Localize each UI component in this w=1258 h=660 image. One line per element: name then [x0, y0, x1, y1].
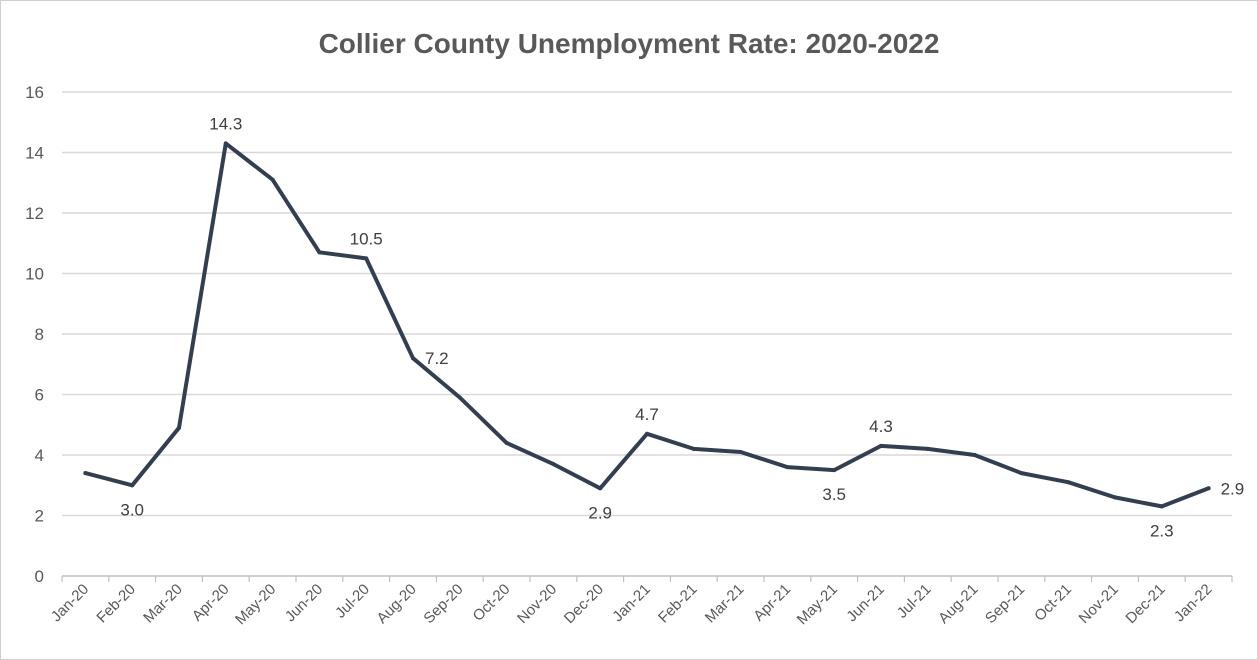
- data-point: [738, 449, 743, 454]
- x-tick-label: Jun-21: [843, 581, 887, 625]
- x-axis: Jan-20 Feb-20 Mar-20 Apr-20 May-20 Jun-20 Jul-…: [48, 575, 1233, 628]
- data-point: [1206, 486, 1211, 491]
- y-tick-label: 12: [25, 204, 44, 223]
- data-label: 14.3: [209, 114, 242, 133]
- data-point: [177, 425, 181, 430]
- y-axis-ticks: 0 2 4 6 8 10 12 14 16: [25, 83, 44, 586]
- y-tick-label: 14: [25, 144, 44, 163]
- x-tick-label: Dec-21: [1122, 581, 1168, 627]
- data-point: [317, 250, 322, 255]
- data-label: 3.5: [822, 485, 846, 504]
- y-tick-label: 6: [35, 386, 44, 405]
- chart-title: Collier County Unemployment Rate: 2020-2…: [318, 28, 940, 59]
- x-tick-label: Jan-20: [48, 581, 92, 625]
- data-point: [270, 177, 275, 182]
- data-point: [879, 443, 883, 448]
- y-tick-label: 0: [35, 567, 44, 586]
- data-point: [364, 256, 369, 261]
- data-label: 10.5: [350, 229, 383, 248]
- x-tick-label: Aug-20: [374, 581, 420, 627]
- y-tick-label: 10: [25, 265, 44, 284]
- x-tick-label: Feb-20: [93, 581, 139, 627]
- data-point: [1113, 495, 1117, 500]
- data-labels: 3.0 14.3 10.5 7.2 2.9 4.7 3.5 4.3 2.3 2.9: [120, 114, 1244, 540]
- data-point: [83, 471, 88, 476]
- data-label: 2.3: [1150, 521, 1174, 540]
- data-label: 7.2: [425, 349, 449, 368]
- data-point: [1066, 480, 1071, 485]
- data-point: [832, 468, 837, 473]
- x-tick-label: Oct-21: [1031, 581, 1075, 625]
- data-point: [785, 465, 790, 470]
- series-line-path: [83, 141, 1211, 509]
- y-tick-label: 8: [35, 325, 44, 344]
- x-tick-label: Mar-20: [140, 581, 186, 627]
- x-tick-label: Dec-20: [561, 581, 607, 627]
- x-tick-label: Nov-20: [514, 581, 560, 627]
- data-point: [457, 395, 462, 400]
- data-point: [925, 446, 930, 451]
- x-tick-label: Aug-21: [935, 581, 981, 627]
- x-tick-label: Jan-22: [1171, 581, 1215, 625]
- data-point: [691, 446, 696, 451]
- y-tick-label: 16: [25, 83, 44, 102]
- x-tick-label: Apr-21: [750, 581, 794, 625]
- data-point: [130, 483, 135, 488]
- data-point: [411, 356, 415, 361]
- x-tick-label: Apr-20: [189, 581, 233, 625]
- data-point: [223, 141, 228, 146]
- x-tick-label: May-21: [794, 581, 841, 628]
- data-label: 2.9: [1221, 479, 1245, 498]
- x-tick-label: Feb-21: [655, 581, 701, 627]
- data-label: 2.9: [588, 503, 612, 522]
- data-point: [598, 486, 603, 491]
- data-label: 4.3: [869, 417, 893, 436]
- data-point: [972, 453, 977, 457]
- y-tick-label: 2: [35, 507, 44, 526]
- x-tick-label: Nov-21: [1076, 581, 1122, 627]
- y-tick-label: 4: [35, 446, 44, 465]
- data-point: [551, 462, 556, 467]
- data-point: [645, 431, 649, 436]
- x-tick-label: Mar-21: [702, 581, 748, 627]
- data-point: [1019, 471, 1024, 476]
- data-label: 4.7: [635, 405, 659, 424]
- x-tick-label: Jun-20: [282, 581, 326, 625]
- x-tick-label: Jan-21: [609, 581, 653, 625]
- gridlines: [62, 91, 1232, 517]
- x-tick-label: Jul-20: [332, 581, 373, 622]
- data-point: [1159, 504, 1164, 509]
- data-label: 3.0: [120, 500, 144, 519]
- x-tick-label: May-20: [232, 581, 279, 628]
- data-point: [504, 440, 509, 445]
- x-tick-label: Sep-20: [420, 581, 466, 627]
- series-line: [83, 141, 1211, 509]
- x-tick-label: Sep-21: [982, 581, 1028, 627]
- x-tick-label: Jul-21: [894, 581, 935, 622]
- x-tick-label: Oct-20: [470, 581, 514, 625]
